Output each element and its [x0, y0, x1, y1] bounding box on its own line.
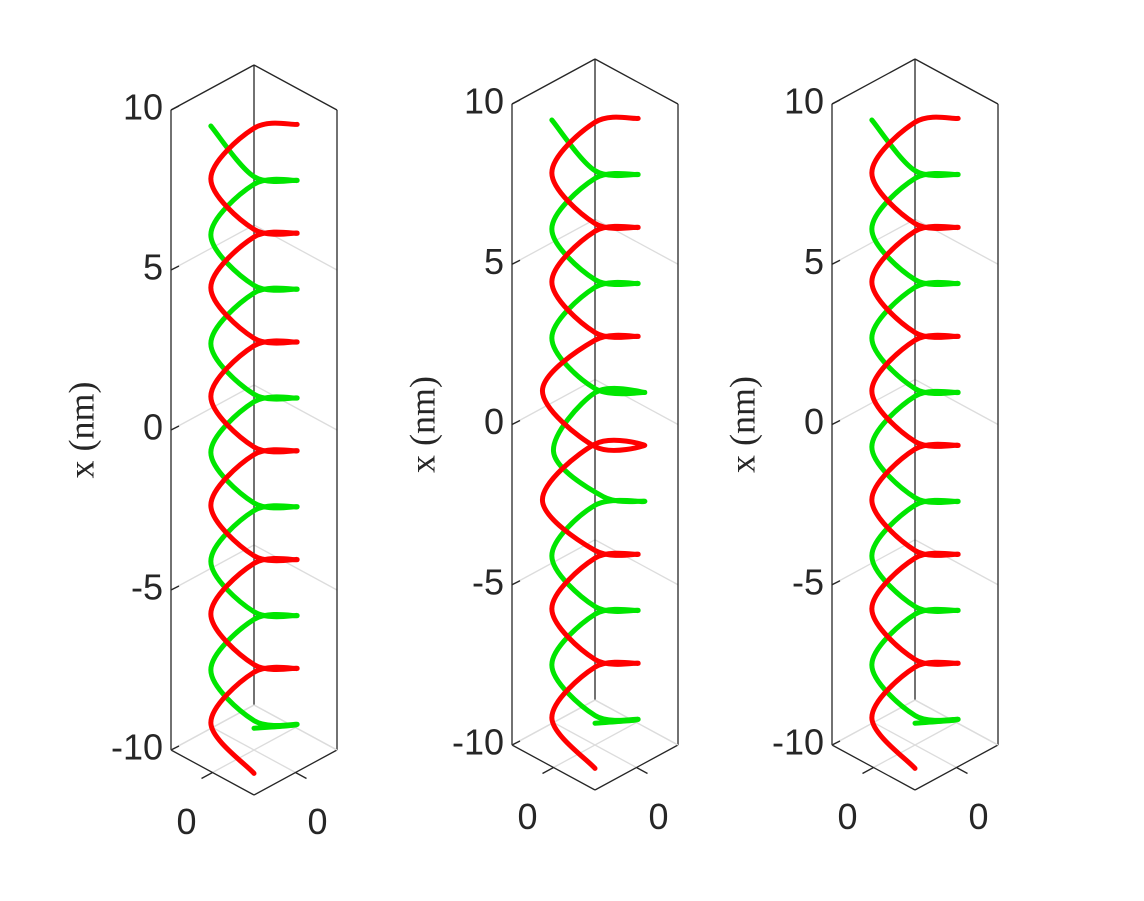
tick-mark [170, 745, 180, 751]
tick-mark [831, 99, 841, 105]
tick-mark [542, 766, 554, 775]
tick-mark [831, 580, 841, 586]
x-tick-label: 10 [784, 81, 824, 122]
z-tick-label: 0 [176, 801, 196, 842]
tick-mark [170, 425, 180, 431]
tick-mark [170, 265, 180, 271]
axis-line [253, 64, 338, 111]
helix-line [208, 120, 300, 776]
x-tick-label: 10 [464, 81, 504, 122]
grid-line [553, 721, 637, 769]
tick-mark [831, 419, 841, 426]
tick-mark [831, 259, 841, 265]
axis-line [511, 58, 596, 105]
y-tick-label: 0 [968, 796, 988, 837]
z-tick-label: 0 [837, 796, 857, 837]
axes: -10 -5 0 5 10 0 0 x (nm) [61, 64, 338, 842]
tick-mark [170, 105, 180, 111]
grid-line [212, 726, 296, 774]
grid-line [873, 721, 957, 769]
x-tick-label: -10 [452, 722, 504, 763]
axis-line [594, 58, 679, 105]
tick-mark [511, 580, 521, 586]
tick-mark [636, 766, 648, 775]
axis-label: x (nm) [722, 376, 762, 473]
axis-line [594, 699, 679, 746]
z-tick-label: 0 [517, 796, 537, 837]
helix-line [869, 114, 961, 771]
tick-mark [511, 259, 521, 265]
tick-mark [862, 766, 874, 775]
x-tick-label: 0 [804, 401, 824, 442]
tick-mark [511, 740, 521, 746]
tick-mark [511, 99, 521, 105]
x-tick-label: -5 [792, 561, 824, 602]
tick-mark [170, 585, 180, 591]
x-tick-label: 10 [123, 87, 163, 128]
tick-mark [201, 771, 213, 780]
tick-mark [295, 771, 307, 780]
x-tick-label: 0 [484, 401, 504, 442]
axis-line [831, 58, 916, 105]
helix-line [539, 114, 648, 771]
x-tick-label: -10 [772, 722, 824, 763]
tick-mark [956, 766, 968, 775]
y-tick-label: 0 [307, 801, 327, 842]
axis-label: x (nm) [402, 376, 442, 473]
x-tick-label: -5 [472, 561, 504, 602]
axis-label: x (nm) [61, 382, 101, 479]
axis-line [914, 58, 999, 105]
axis-line [914, 699, 999, 746]
axis-line [253, 704, 338, 751]
x-tick-label: 5 [484, 241, 504, 282]
x-tick-label: 5 [804, 241, 824, 282]
x-tick-label: 5 [143, 247, 163, 288]
axes: -10 -5 0 5 10 0 0 x (nm) [722, 58, 999, 837]
axes: -10 -5 0 5 10 0 0 x (nm) [402, 58, 679, 837]
axis-line [170, 64, 255, 111]
y-tick-label: 0 [648, 796, 668, 837]
x-tick-label: -5 [131, 567, 163, 608]
x-tick-label: -10 [111, 727, 163, 768]
helix-line [549, 117, 648, 726]
tick-mark [511, 419, 521, 426]
tick-mark [831, 740, 841, 746]
x-tick-label: 0 [143, 407, 163, 448]
